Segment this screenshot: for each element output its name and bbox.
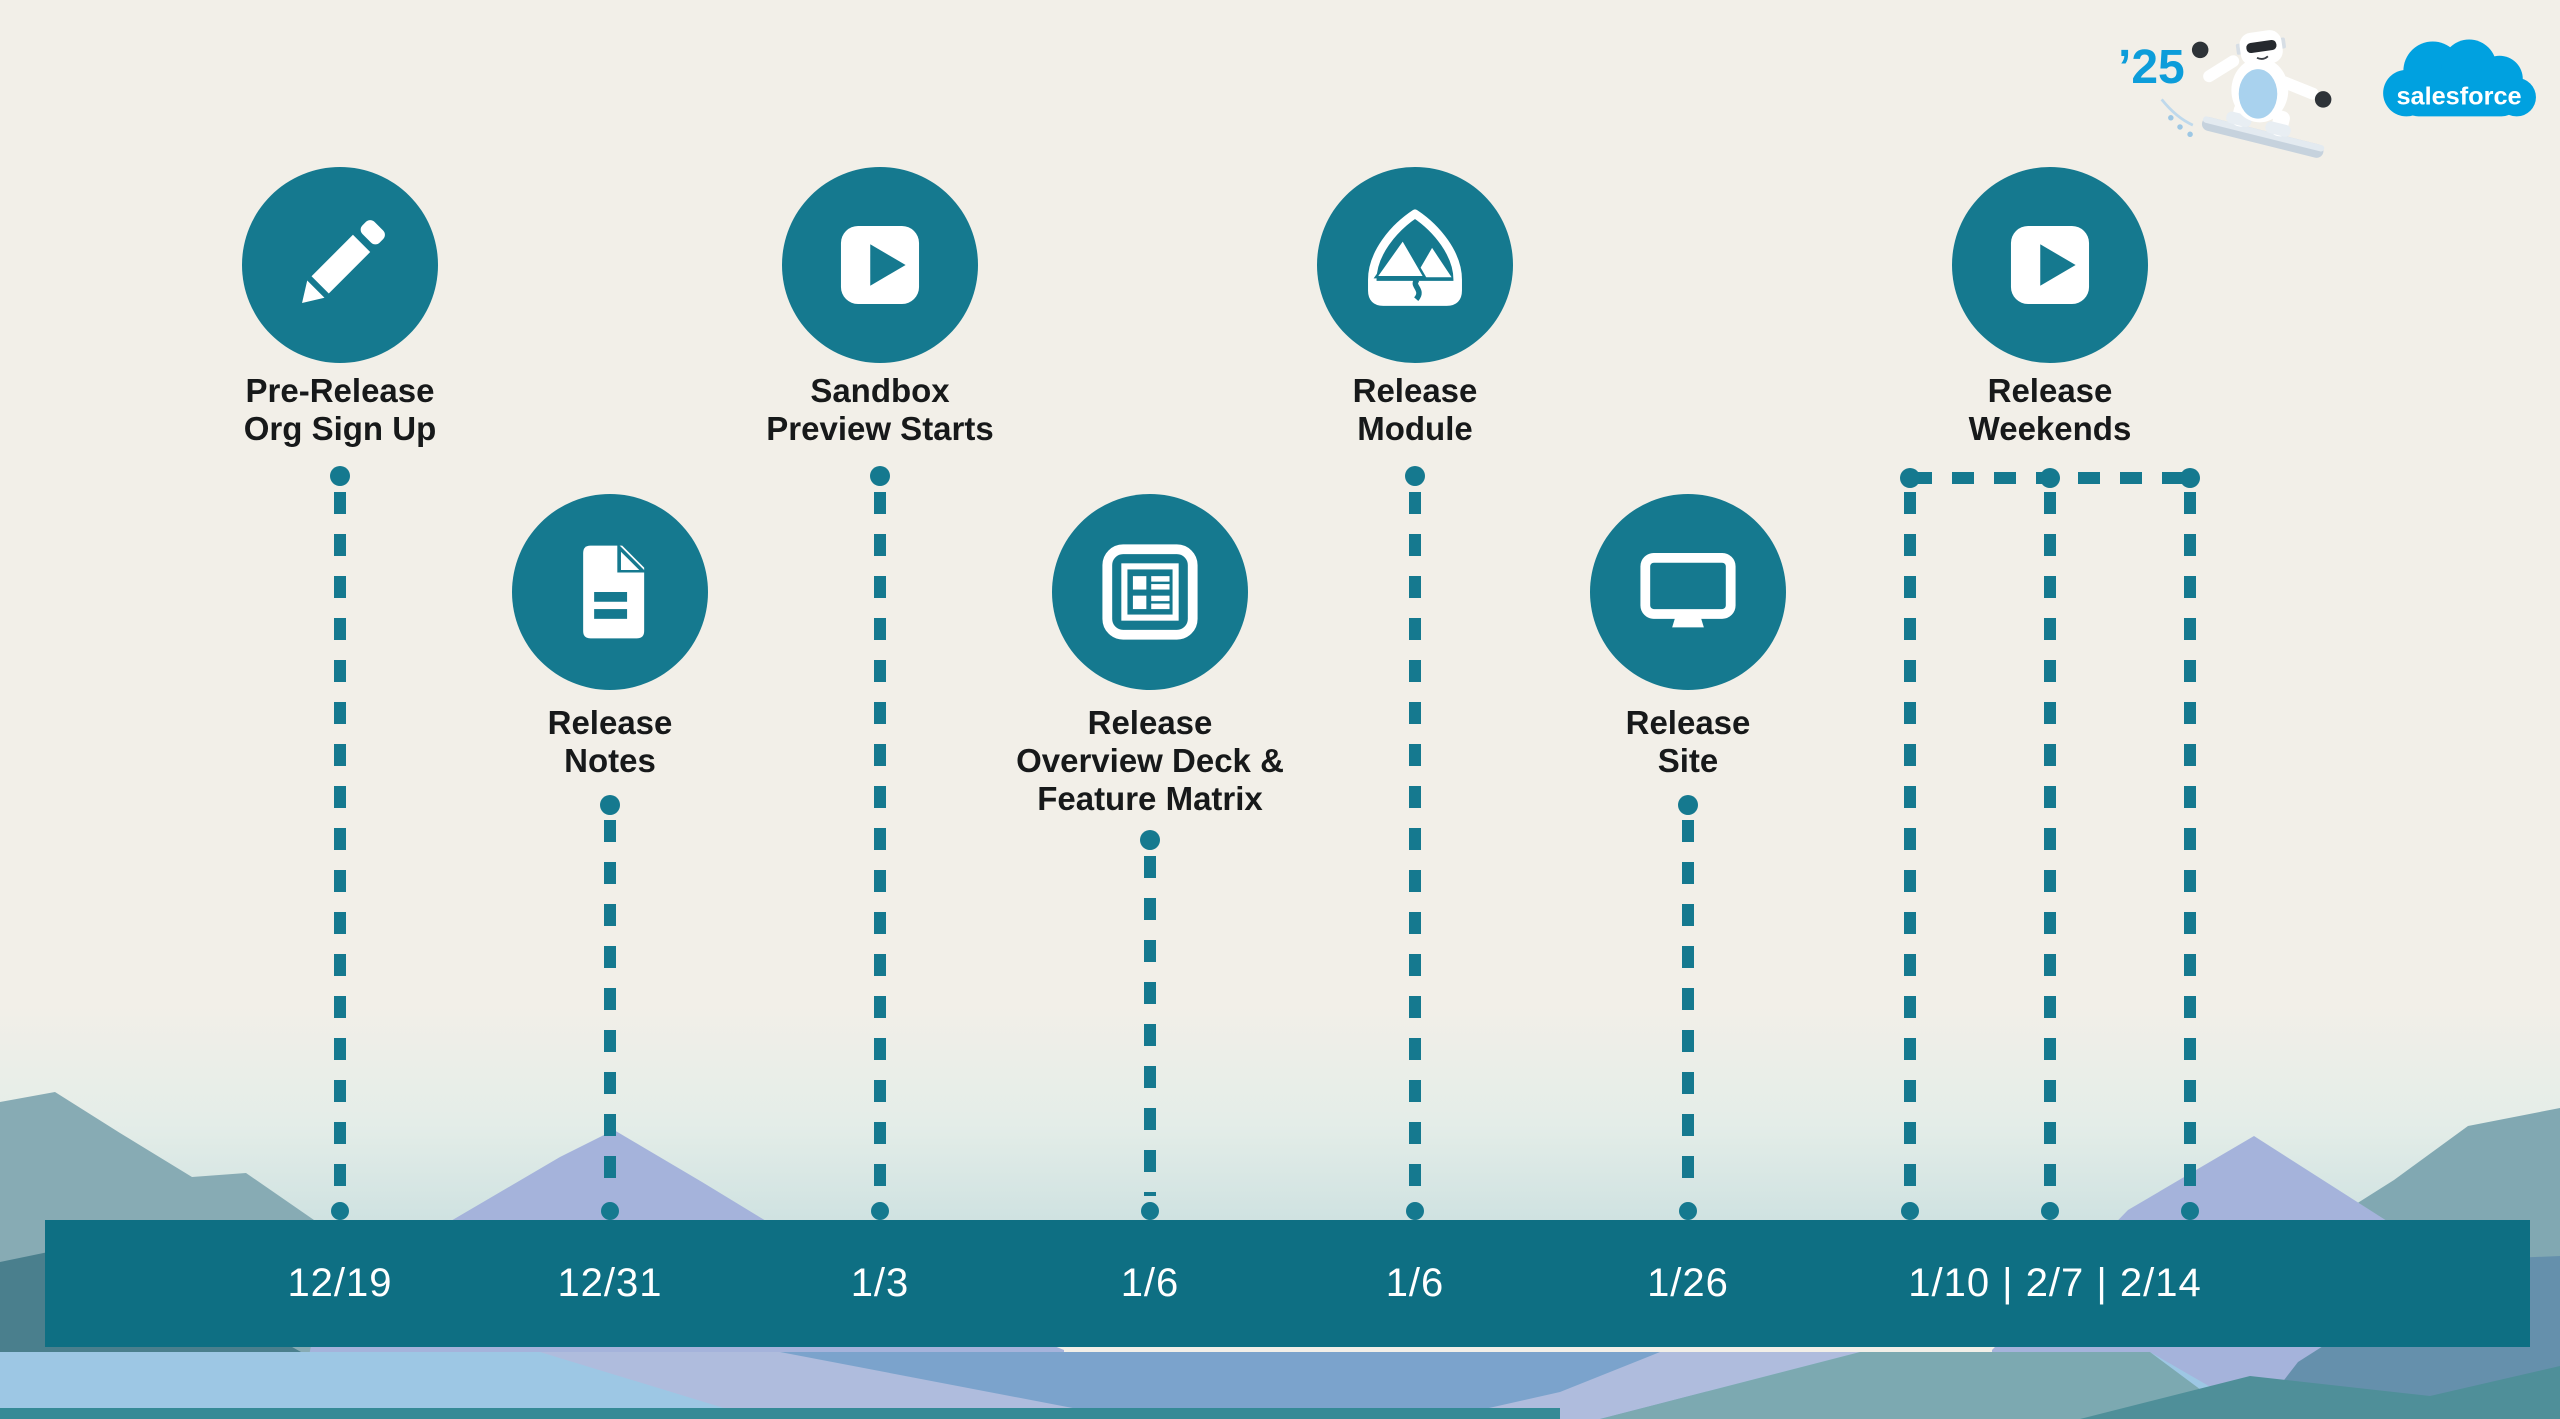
document-icon	[583, 543, 647, 639]
date-label: 1/26	[1647, 1261, 1729, 1305]
milestone-release-weekends	[1952, 167, 2148, 363]
dashed-connector	[2044, 492, 2056, 1196]
connector-end-dot	[1901, 1202, 1919, 1220]
dashed-connector	[604, 820, 616, 1196]
connector-dot	[2040, 468, 2060, 488]
milestone-label: Sandbox Preview Starts	[766, 372, 994, 447]
salesforce-wordmark: salesforce	[2396, 82, 2521, 110]
milestone-release-module	[1317, 167, 1513, 363]
list-icon	[1102, 544, 1198, 640]
connector-dot	[1405, 466, 1425, 486]
milestone-release-notes	[512, 494, 708, 690]
connector-dot	[330, 466, 350, 486]
milestone-label: Release Notes	[547, 704, 673, 779]
date-label: 12/19	[287, 1261, 393, 1305]
connector-dot	[1678, 795, 1698, 815]
mascot-robot-snowboarder-illustration	[2160, 30, 2332, 158]
monitor-icon	[1640, 552, 1736, 628]
trailhead-icon	[1368, 209, 1462, 306]
dashed-connector	[334, 492, 346, 1196]
date-label: 1/6	[1120, 1261, 1180, 1305]
play-icon	[840, 225, 920, 305]
play-icon	[2010, 225, 2090, 305]
date-label: 12/31	[557, 1261, 663, 1305]
connector-end-dot	[331, 1202, 349, 1220]
salesforce-logo: salesforce	[2383, 39, 2536, 117]
salesforce-cloud-icon	[2383, 39, 2536, 117]
dashed-connector	[1144, 856, 1156, 1196]
connector-end-dot	[1679, 1202, 1697, 1220]
pencil-icon	[302, 220, 385, 303]
dashed-connector	[1409, 492, 1421, 1196]
milestone-release-site	[1590, 494, 1786, 690]
milestone-label: Release Weekends	[1968, 372, 2132, 447]
release-25-badge: ’25	[2118, 41, 2185, 94]
connector-dot	[1900, 468, 1920, 488]
date-label-release-weekends: 1/10 | 2/7 | 2/14	[1908, 1261, 2202, 1305]
milestone-label: Pre-Release Org Sign Up	[243, 372, 437, 447]
date-label: 1/6	[1385, 1261, 1445, 1305]
date-label: 1/3	[850, 1261, 910, 1305]
dashed-connector	[874, 492, 886, 1196]
dashed-connector	[2184, 492, 2196, 1196]
milestone-label: Release Site	[1625, 704, 1751, 779]
timeline-date-bar	[45, 1220, 2530, 1347]
connector-dot	[870, 466, 890, 486]
milestone-label: Release Module	[1352, 372, 1478, 447]
connector-end-dot	[2181, 1202, 2199, 1220]
connector-end-dot	[1141, 1202, 1159, 1220]
dashed-connector	[1904, 492, 1916, 1196]
dashed-connector	[1682, 820, 1694, 1196]
connector-dot	[2180, 468, 2200, 488]
connector-dot	[600, 795, 620, 815]
milestone-label: Release Overview Deck & Feature Matrix	[1016, 704, 1284, 817]
connector-end-dot	[1406, 1202, 1424, 1220]
milestone-pre-release-org-sign-up	[242, 167, 438, 363]
connector-dot	[1140, 830, 1160, 850]
milestone-sandbox-preview-starts	[782, 167, 978, 363]
connector-end-dot	[871, 1202, 889, 1220]
connector-end-dot	[601, 1202, 619, 1220]
milestone-release-overview-deck-feature-matrix	[1052, 494, 1248, 690]
connector-end-dot	[2041, 1202, 2059, 1220]
